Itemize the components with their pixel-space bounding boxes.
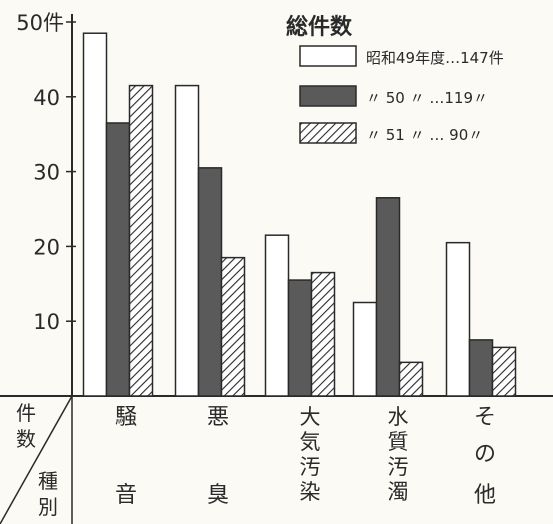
- category-label: 質: [388, 430, 409, 454]
- y-tick-label: 20: [33, 235, 60, 259]
- category-label: そ: [474, 405, 496, 430]
- legend-swatch-white: [299, 45, 357, 67]
- bar-hatch: [128, 84, 154, 397]
- bar-hatch: [398, 361, 424, 397]
- corner-label-top: 数: [16, 427, 36, 451]
- bar-hatch: [220, 256, 246, 397]
- category-label: 悪: [207, 405, 229, 430]
- y-tick-label: 40: [33, 86, 60, 110]
- bar-dark: [468, 339, 494, 397]
- bar-hatch: [491, 346, 517, 397]
- bars: [82, 32, 517, 397]
- bar-hatch: [310, 271, 336, 397]
- legend-label: 〃 50 〃 …119〃: [366, 89, 488, 107]
- bar-dark: [197, 167, 223, 397]
- bar-white: [445, 241, 471, 397]
- category-label: 大: [300, 405, 321, 429]
- legend-swatch-dark: [299, 85, 357, 107]
- category-label: 水: [388, 405, 409, 429]
- y-tick-label: 10: [33, 310, 60, 334]
- legend-title: 総件数: [286, 14, 353, 40]
- bar-dark: [287, 279, 313, 397]
- category-label: の: [474, 442, 496, 467]
- bar-white: [82, 32, 108, 397]
- legend-swatch-hatch: [299, 122, 357, 144]
- bar-white: [352, 301, 378, 397]
- y-tick-label: 30: [33, 161, 60, 185]
- category-label: 臭: [207, 483, 229, 508]
- legend-label: 昭和49年度…147件: [366, 49, 504, 67]
- category-label: 音: [115, 483, 137, 508]
- bar-white: [264, 234, 290, 397]
- category-label: 他: [474, 483, 496, 508]
- bar-dark: [375, 197, 401, 397]
- corner-label-bottom: 別: [38, 495, 58, 519]
- corner-label-top: 件: [16, 401, 36, 425]
- category-label: 染: [300, 480, 321, 504]
- bar-white: [174, 84, 200, 397]
- legend-label: 〃 51 〃 … 90〃: [366, 126, 483, 144]
- bar-dark: [105, 122, 131, 397]
- y-unit-label: 50件: [16, 11, 64, 35]
- category-label: 騒: [115, 405, 137, 430]
- category-label: 汚: [388, 455, 409, 479]
- category-label: 汚: [300, 455, 321, 479]
- category-label: 濁: [388, 480, 409, 504]
- category-label: 気: [300, 430, 321, 454]
- corner-diagonal: [0, 395, 73, 524]
- corner-label-bottom: 種: [38, 469, 58, 493]
